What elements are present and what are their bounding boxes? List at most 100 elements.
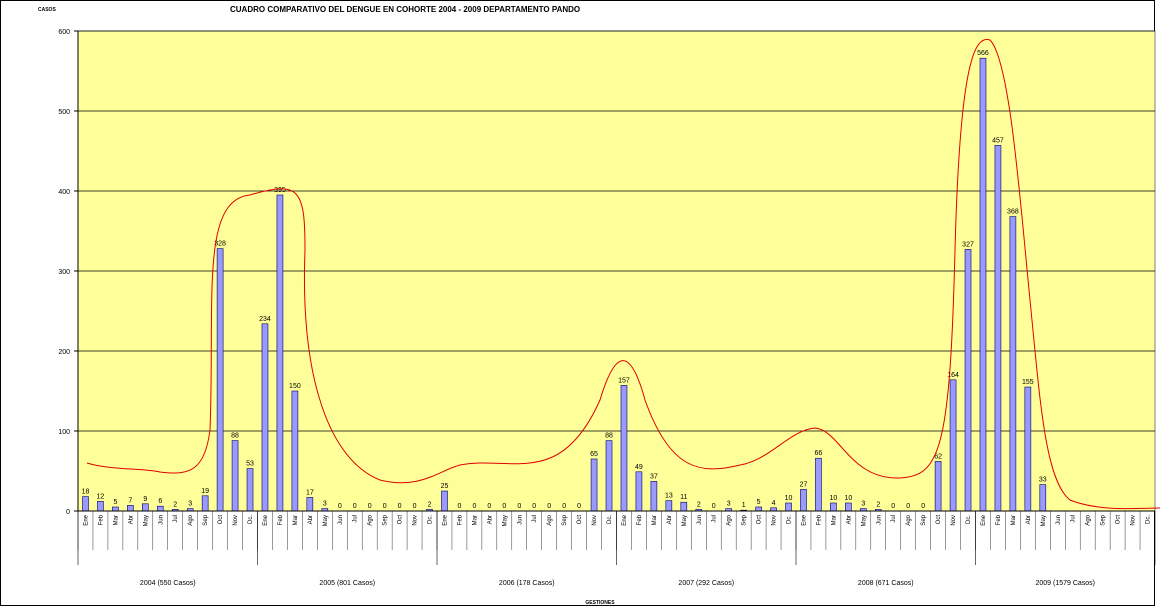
x-tick-label: May	[861, 515, 867, 526]
bar	[620, 385, 628, 512]
x-tick-label: Abr	[487, 515, 493, 524]
x-tick-label: Dc.	[966, 515, 972, 524]
group-label: 2004 (550 Casos)	[140, 580, 196, 587]
x-tick-label: Nov	[413, 515, 419, 526]
bar	[650, 481, 658, 512]
data-label: 2	[428, 501, 432, 508]
bar	[1009, 216, 1017, 512]
data-label: 327	[962, 241, 974, 248]
group-label: 2007 (292 Casos)	[678, 580, 734, 587]
data-label: 13	[665, 493, 673, 500]
x-tick-label: Nov	[772, 515, 778, 526]
bar	[1039, 484, 1047, 512]
y-tick-label: 600	[58, 29, 70, 36]
data-label: 457	[992, 137, 1004, 144]
data-label: 0	[413, 503, 417, 510]
bar	[815, 457, 822, 512]
data-label: 5	[113, 499, 117, 506]
bar	[246, 468, 254, 512]
x-tick-label: Feb	[457, 514, 463, 525]
data-label: 9	[143, 496, 147, 503]
data-label: 2	[173, 501, 177, 508]
x-tick-label: Dc.	[428, 515, 434, 524]
bar	[830, 502, 837, 512]
bar	[82, 496, 89, 512]
x-tick-label: Dc.	[248, 515, 254, 524]
x-tick-label: Feb	[816, 514, 822, 525]
group-label: 2009 (1579 Casos)	[1035, 580, 1095, 587]
bar	[291, 390, 299, 512]
x-tick-label: Sep	[203, 514, 209, 525]
data-label: 53	[246, 461, 254, 468]
data-label: 157	[618, 377, 630, 384]
data-label: 150	[289, 383, 301, 390]
data-label: 12	[97, 493, 105, 500]
x-tick-label: Abr	[1026, 515, 1032, 524]
data-label: 0	[368, 503, 372, 510]
data-label: 1	[742, 502, 746, 509]
y-tick-label: 300	[58, 269, 70, 276]
bar	[231, 440, 239, 512]
data-label: 164	[947, 372, 959, 379]
bar	[441, 490, 448, 512]
data-label: 0	[517, 503, 521, 510]
x-tick-label: Jun	[697, 515, 703, 525]
data-label: 3	[727, 501, 731, 508]
x-tick-label: Ene	[981, 514, 987, 525]
y-tick-label: 0	[66, 509, 70, 516]
bar	[216, 248, 224, 512]
y-tick-label: 400	[58, 189, 70, 196]
bar	[127, 505, 134, 512]
x-tick-label: Jul	[712, 515, 718, 523]
data-label: 2	[697, 501, 701, 508]
data-label: 33	[1039, 477, 1047, 484]
x-tick-label: Sep	[921, 514, 927, 525]
y-tick-label: 500	[58, 109, 70, 116]
x-tick-label: Jul	[1071, 515, 1077, 523]
data-label: 25	[441, 483, 449, 490]
x-tick-label: Sep	[562, 514, 568, 525]
data-label: 62	[934, 453, 942, 460]
x-tick-label: Jun	[1056, 515, 1062, 525]
x-tick-label: Nov	[951, 515, 957, 526]
bar	[979, 57, 987, 512]
x-tick-label: Jul	[891, 515, 897, 523]
data-label: 66	[815, 450, 823, 457]
bar	[934, 461, 942, 512]
data-label: 2	[876, 501, 880, 508]
x-tick-label: Mar	[293, 515, 299, 525]
data-label: 0	[532, 503, 536, 510]
x-tick-label: Jul	[532, 515, 538, 523]
data-label: 88	[605, 433, 613, 440]
data-label: 0	[921, 503, 925, 510]
x-tick-label: Jul	[173, 515, 179, 523]
data-label: 0	[338, 503, 342, 510]
bar	[665, 500, 673, 512]
data-label: 19	[201, 488, 209, 495]
data-label: 17	[306, 489, 314, 496]
x-tick-label: Oct	[757, 515, 763, 525]
bar	[97, 501, 104, 512]
x-tick-label: Ene	[442, 514, 448, 525]
data-label: 395	[274, 187, 286, 194]
x-tick-label: Ago	[188, 514, 194, 525]
x-tick-label: Nov	[1131, 515, 1137, 526]
x-tick-label: Jun	[876, 515, 882, 525]
data-label: 0	[577, 503, 581, 510]
data-label: 0	[398, 503, 402, 510]
data-label: 88	[231, 433, 239, 440]
data-label: 49	[635, 464, 643, 471]
highlight-curve	[86, 38, 1161, 510]
data-label: 5	[757, 499, 761, 506]
x-tick-label: Ene	[801, 514, 807, 525]
data-label: 18	[82, 489, 90, 496]
x-tick-label: Abr	[667, 515, 673, 524]
x-tick-label: Jun	[338, 515, 344, 525]
x-tick-label: Mar	[1011, 515, 1017, 525]
x-tick-label: May	[502, 515, 508, 526]
bar	[276, 194, 284, 512]
x-tick-label: Oct	[398, 515, 404, 525]
data-label: 0	[547, 503, 551, 510]
x-tick-label: Ago	[906, 514, 912, 525]
data-label: 566	[977, 50, 989, 57]
